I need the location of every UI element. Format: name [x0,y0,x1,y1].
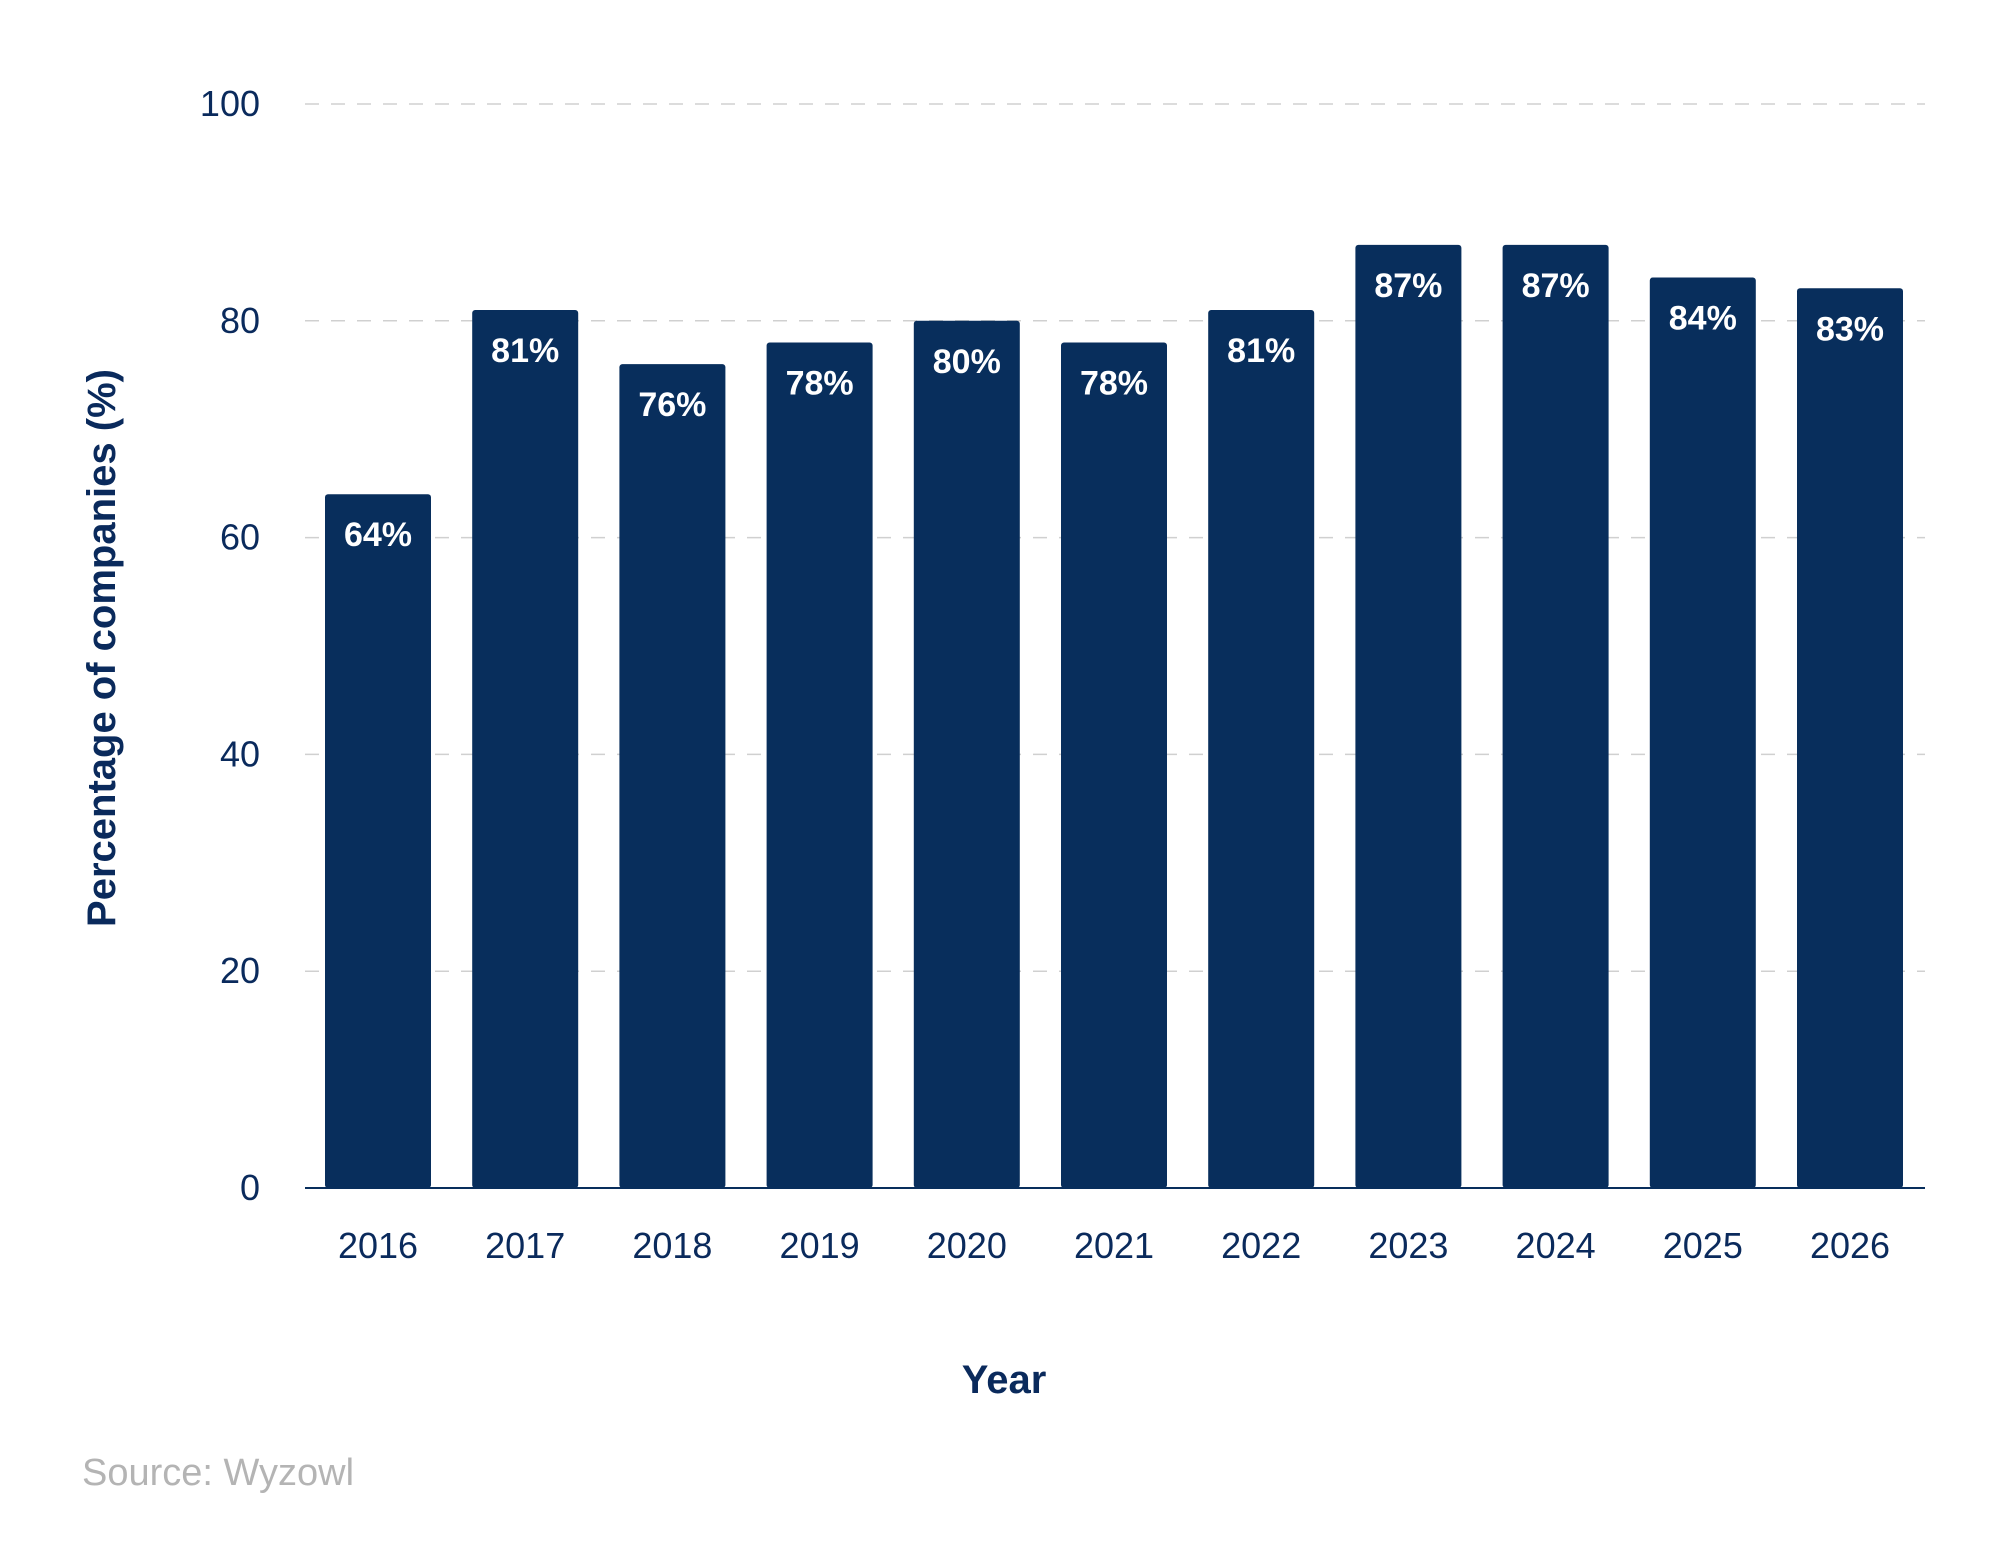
bar-2019 [766,342,873,1189]
bar-2016 [325,494,431,1188]
bar-2022 [1208,309,1315,1189]
y-tick-label: 60 [220,517,260,558]
bars: 64% 81% 76% 78% 80% 78% 81% 87% 87% 84% 83% [325,244,1903,1189]
bar-value-label: 81% [1227,332,1295,370]
bar-2020 [913,320,1020,1188]
y-axis-ticks: 0 20 40 60 80 100 [200,83,260,1208]
bar-2021 [1061,342,1167,1189]
x-tick-label: 2018 [632,1225,712,1266]
bar-value-label: 78% [1080,364,1148,402]
x-tick-label: 2024 [1516,1225,1596,1266]
x-tick-label: 2020 [927,1225,1007,1266]
bar-2018 [619,364,726,1188]
bar-value-label: 81% [491,332,559,370]
x-tick-label: 2016 [338,1225,418,1266]
y-tick-label: 0 [240,1167,260,1208]
source-note: Source: Wyzowl [82,1452,355,1494]
bar-value-label: 78% [786,364,854,402]
bar-2023 [1355,244,1462,1189]
bar-value-label: 87% [1374,267,1442,305]
x-tick-label: 2025 [1663,1225,1743,1266]
bar-value-label: 80% [933,343,1001,381]
bar-value-label: 76% [638,386,706,424]
bar-value-label: 87% [1522,267,1590,305]
x-tick-label: 2019 [780,1225,860,1266]
bar-value-label: 83% [1816,310,1884,348]
bar-2024 [1502,244,1609,1189]
x-tick-label: 2022 [1221,1225,1301,1266]
y-tick-label: 20 [220,950,260,991]
x-tick-label: 2017 [485,1225,565,1266]
bar-value-label: 84% [1669,299,1737,337]
x-tick-label: 2023 [1368,1225,1448,1266]
y-tick-label: 100 [200,83,260,124]
bar-2017 [472,309,579,1189]
y-axis-title: Percentage of companies (%) [80,369,124,927]
bar-2025 [1649,277,1756,1188]
x-tick-label: 2021 [1074,1225,1154,1266]
bar-2026 [1797,288,1903,1188]
x-tick-label: 2026 [1810,1225,1890,1266]
bar-value-label: 64% [344,516,412,554]
x-axis-ticks: 2016 2017 2018 2019 2020 2021 2022 2023 2024 2025… [338,1225,1890,1266]
y-tick-label: 40 [220,733,260,774]
x-axis-title: Year [962,1358,1047,1402]
y-tick-label: 80 [220,300,260,341]
